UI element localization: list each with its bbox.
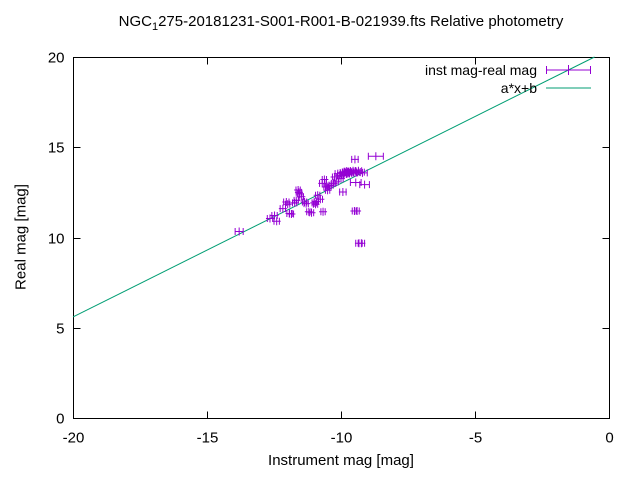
scatter-point — [295, 189, 304, 198]
scatter-point — [311, 200, 320, 209]
scatter-point — [354, 166, 363, 175]
scatter-point — [355, 168, 365, 177]
scatter-point — [297, 192, 306, 201]
scatter-series — [234, 152, 384, 248]
legend-row-points: inst mag-real mag — [425, 61, 592, 79]
scatter-point — [304, 207, 313, 216]
scatter-point — [332, 177, 341, 186]
scatter-point — [338, 188, 347, 197]
scatter-point — [290, 198, 299, 207]
scatter-point — [329, 179, 338, 188]
scatter-point — [330, 173, 339, 182]
scatter-point — [283, 200, 292, 209]
y-tick-label: 5 — [56, 321, 64, 338]
x-tick-label: -5 — [469, 430, 482, 447]
y-tick-label: 20 — [48, 50, 65, 67]
scatter-point — [294, 188, 303, 197]
scatter-point — [335, 171, 344, 180]
scatter-point — [318, 179, 327, 188]
scatter-point — [313, 191, 322, 200]
scatter-point — [265, 214, 274, 223]
scatter-point — [300, 197, 309, 206]
scatter-point — [342, 169, 351, 178]
chart-title-subscript: 1 — [151, 21, 159, 33]
scatter-point — [349, 178, 362, 187]
scatter-point — [353, 206, 362, 215]
line-sample-icon — [546, 87, 591, 89]
chart-title: NGC1275-20181231-S001-R001-B-021939.fts … — [73, 13, 609, 33]
scatter-point — [320, 175, 329, 184]
x-axis-label: Instrument mag [mag] — [268, 452, 414, 469]
scatter-point — [302, 199, 311, 208]
errorbar-sample-icon — [546, 65, 591, 75]
legend-row-fit: a*x+b — [425, 79, 592, 97]
scatter-point — [287, 210, 296, 219]
scatter-point — [270, 211, 279, 220]
scatter-point — [357, 168, 368, 177]
scatter-point — [312, 197, 321, 206]
chart-title-rest: 275-20181231-S001-R001-B-021939.fts Rela… — [158, 13, 564, 30]
y-tick-label: 0 — [56, 411, 64, 428]
y-tick-label: 15 — [48, 140, 65, 157]
y-axis-label: Real mag [mag] — [12, 184, 30, 290]
scatter-point — [316, 195, 325, 204]
legend-label-fit: a*x+b — [500, 80, 537, 96]
scatter-point — [282, 197, 291, 206]
legend-label-points: inst mag-real mag — [424, 62, 537, 78]
chart-title-prefix: NGC — [118, 13, 152, 30]
scatter-point — [342, 167, 351, 176]
legend: inst mag-real mag a*x+b — [425, 61, 592, 97]
plot-frame-group: -20 -15 -10 -5 0 0 5 10 15 20 — [48, 50, 614, 447]
plot-frame — [73, 57, 610, 419]
scatter-point — [359, 180, 370, 189]
scatter-point — [367, 152, 384, 161]
scatter-point — [321, 182, 330, 191]
y-tick-label: 10 — [48, 231, 65, 248]
scatter-point — [294, 186, 303, 195]
scatter-point — [319, 207, 328, 216]
scatter-point — [350, 155, 359, 164]
x-tick-label: -10 — [331, 430, 353, 447]
x-tick-label: -20 — [63, 430, 85, 447]
scatter-point — [357, 239, 366, 248]
scatter-point — [323, 186, 332, 195]
scatter-point — [337, 174, 345, 183]
x-tick-label: 0 — [605, 430, 613, 447]
scatter-point — [272, 217, 281, 226]
scatter-point — [307, 208, 316, 217]
scatter-point — [278, 204, 287, 213]
x-tick-label: -15 — [197, 430, 219, 447]
scatter-point — [234, 227, 244, 236]
scatter-point — [292, 196, 301, 205]
